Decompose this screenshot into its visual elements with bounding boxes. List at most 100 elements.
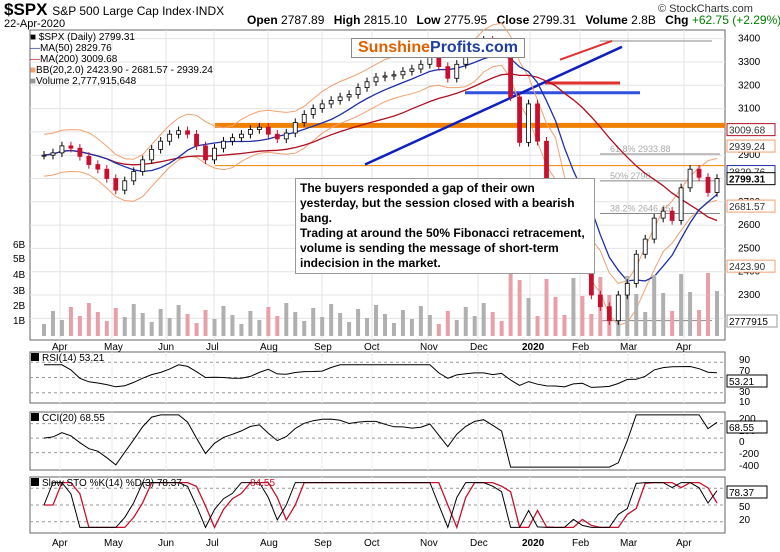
volume-bar (562, 315, 567, 336)
volume-bar (481, 303, 486, 336)
candle-body (418, 63, 424, 70)
price-axis-label: 3200 (738, 80, 761, 91)
cci-pane-frame (29, 411, 726, 471)
cci-title: CCI(20) 68.55 (42, 413, 105, 424)
candle-body (606, 306, 612, 322)
rsi-value-box (726, 374, 768, 388)
volume-bar (302, 321, 307, 336)
candle-body (158, 140, 164, 150)
x-axis-label-bottom: Sep (314, 538, 332, 549)
symbol: $SPX (4, 0, 48, 19)
volume-axis-label: 5B (13, 254, 26, 265)
candle-body (301, 114, 307, 123)
volume-tag: 2777915 (729, 317, 768, 328)
candle-body (651, 217, 657, 240)
volume-bar (697, 310, 702, 336)
volume-bar (643, 312, 648, 336)
x-axis-label-top: Nov (420, 342, 438, 353)
cci-axis-label: -400 (739, 461, 759, 472)
candle-body (167, 133, 173, 142)
volume-bar (356, 309, 361, 336)
volume-axis-label: 4B (13, 270, 26, 281)
stockcharts-brand: © StockCharts.com (658, 3, 753, 15)
volume-bar (454, 320, 459, 336)
x-axis-label-top: 2020 (522, 342, 545, 353)
volume-tag-box (726, 314, 778, 328)
volume-axis-label: 2B (13, 301, 26, 312)
candle-body (176, 130, 182, 135)
candle-body (409, 68, 415, 72)
volume-bar (113, 308, 118, 336)
candle-body (239, 133, 244, 139)
cci-title-marker (31, 413, 39, 421)
candle-body (436, 56, 442, 68)
volume-bar (427, 315, 432, 336)
candle-body (221, 140, 226, 149)
price-tag: 3009.68 (729, 126, 766, 137)
rsi-line (44, 364, 718, 388)
volume-bar (59, 320, 64, 336)
price-legend: ■ $SPX (Daily) 2799.31 —MA(50) 2829.76 —… (30, 32, 213, 87)
volume-bar (472, 316, 477, 336)
x-axis-label-top: Dec (470, 342, 488, 353)
candle-body (427, 56, 433, 65)
volume-bar (86, 303, 91, 336)
candle-body (696, 168, 702, 178)
volume-bar (535, 316, 540, 336)
price-tag-box (726, 199, 776, 213)
ma50-line (43, 54, 718, 282)
x-axis-label-top: Apr (52, 342, 68, 353)
volume-bar (571, 278, 576, 336)
x-axis-label-top: Aug (260, 342, 278, 353)
sto-value-box (726, 485, 768, 499)
rsi-title: RSI(14) 53.21 (42, 353, 105, 364)
volume-bar (715, 291, 719, 336)
volume-bar (149, 322, 154, 336)
price-axis-label: 2500 (738, 243, 761, 254)
uptrend-line (364, 45, 623, 166)
volume-axis-label: 6B (13, 240, 26, 251)
sto-axis-label: 50 (739, 502, 751, 513)
candle-body (230, 137, 235, 142)
x-axis-label-bottom: 2020 (522, 538, 545, 549)
volume-bar (374, 305, 379, 336)
candle-body (328, 100, 334, 105)
x-axis-label-bottom: Aug (260, 538, 278, 549)
chart-date: 22-Apr-2020 (4, 18, 66, 30)
candle-body (41, 154, 47, 157)
cci-value-tag: 68.55 (729, 423, 754, 434)
candle-body (445, 66, 451, 79)
volume-bar (688, 292, 693, 336)
price-axis-label: 3400 (738, 34, 761, 45)
candle-body (642, 238, 648, 255)
candle-body (535, 103, 540, 142)
volume-bar (140, 313, 145, 336)
candle-body (113, 178, 119, 191)
cci-axis-label: 0 (739, 437, 745, 448)
candle-body (678, 187, 684, 221)
volume-bar (365, 318, 370, 336)
price-tag: 2799.31 (729, 175, 766, 186)
volume-bar (436, 324, 441, 336)
candle-body (364, 81, 370, 89)
volume-bar (463, 307, 468, 336)
volume-bar (194, 323, 199, 336)
volume-bar (382, 314, 387, 336)
bb-upper-band (43, 22, 718, 284)
volume-bar (589, 314, 594, 336)
x-axis-label-top: Jun (158, 342, 174, 353)
volume-bar (293, 312, 298, 336)
candle-body (597, 294, 603, 308)
price-tag: 2939.24 (729, 142, 766, 153)
annotation-box: The buyers responded a gap of their own … (295, 178, 595, 274)
candle-body (517, 96, 522, 143)
chart-title: $SPX S&P 500 Large Cap Index·INDX (4, 0, 225, 19)
volume-bar (679, 274, 684, 336)
candle-body (400, 70, 406, 76)
candle-body (526, 103, 531, 143)
cci-axis-label: -200 (739, 449, 759, 460)
legend-price: ■ $SPX (Daily) 2799.31 (30, 32, 135, 43)
index-name: S&P 500 Large Cap Index (52, 4, 192, 18)
volume-bar (248, 311, 253, 336)
candle-body (59, 145, 65, 154)
